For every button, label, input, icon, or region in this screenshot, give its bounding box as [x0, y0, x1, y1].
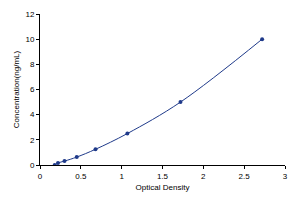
svg-text:0: 0: [38, 172, 43, 181]
svg-text:Optical Density: Optical Density: [136, 183, 190, 192]
svg-text:Concentration(ng/mL): Concentration(ng/mL): [12, 50, 21, 128]
svg-text:3: 3: [283, 172, 288, 181]
svg-text:1.5: 1.5: [157, 172, 169, 181]
svg-text:6: 6: [30, 85, 35, 94]
svg-text:4: 4: [30, 110, 35, 119]
svg-text:0: 0: [30, 161, 35, 170]
svg-text:1: 1: [119, 172, 124, 181]
svg-text:8: 8: [30, 60, 35, 69]
svg-text:2: 2: [201, 172, 206, 181]
svg-text:2.5: 2.5: [239, 172, 251, 181]
svg-text:12: 12: [25, 10, 34, 19]
svg-text:10: 10: [25, 35, 34, 44]
svg-text:2: 2: [30, 136, 35, 145]
svg-text:0.5: 0.5: [75, 172, 87, 181]
